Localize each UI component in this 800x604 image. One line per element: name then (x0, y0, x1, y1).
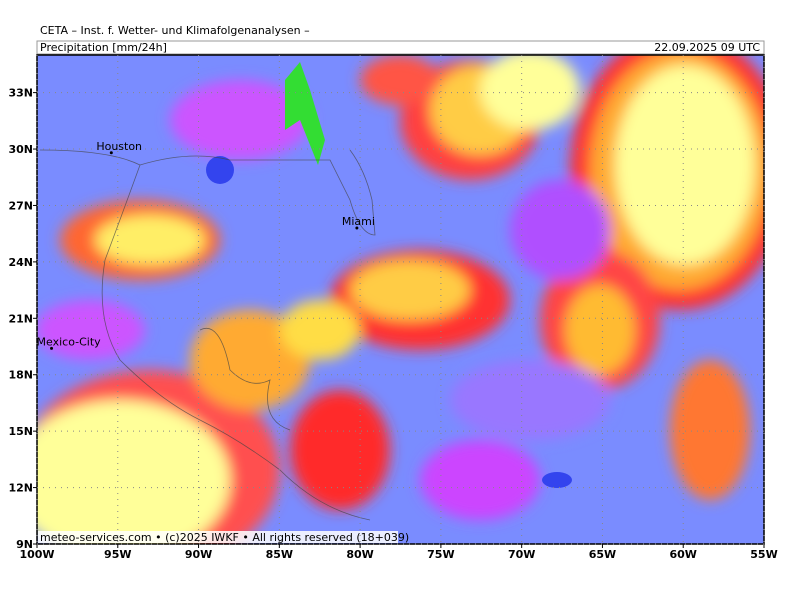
lon-tick-label: 60W (669, 548, 696, 561)
product-title: Precipitation [mm/24h] (40, 41, 167, 54)
map-frame (36, 54, 765, 545)
lat-tick-label: 21N (8, 312, 33, 325)
green-patch (285, 62, 325, 165)
lat-tick-label: 30N (8, 143, 33, 156)
footer-bar (38, 531, 398, 543)
lat-tick-label: 24N (8, 256, 33, 269)
city-label: Miami (342, 215, 375, 228)
blue-patch (542, 472, 572, 488)
blue-patch (206, 156, 234, 184)
lon-tick-label: 90W (185, 548, 212, 561)
lon-tick-label: 95W (104, 548, 131, 561)
precipitation-field (37, 55, 764, 544)
coastline (39, 149, 376, 521)
city-label: Houston (96, 140, 142, 153)
lon-tick-label: 75W (427, 548, 454, 561)
lat-tick-label: 15N (8, 425, 33, 438)
lat-tick-label: 27N (8, 199, 33, 212)
lon-tick-label: 65W (589, 548, 616, 561)
institute-title: CETA – Inst. f. Wetter- und Klimafolgena… (40, 24, 310, 37)
lon-tick-label: 85W (266, 548, 293, 561)
lon-tick-label: 100W (19, 548, 54, 561)
lat-tick-label: 12N (8, 482, 33, 495)
city-marker (355, 226, 359, 230)
lat-tick-label: 9N (16, 538, 33, 551)
header-bar (36, 40, 765, 55)
city-marker (50, 346, 54, 350)
lon-tick-label: 55W (750, 548, 777, 561)
lon-tick-label: 80W (346, 548, 373, 561)
city-marker (109, 151, 113, 155)
lon-tick-label: 70W (508, 548, 535, 561)
lat-tick-label: 18N (8, 369, 33, 382)
lat-tick-label: 33N (8, 87, 33, 100)
city-label: Mexico-City (37, 335, 102, 348)
footer-credit: meteo-services.com • (c)2025 IWKF • All … (40, 531, 409, 544)
overlay: 100W 95W 90W 85W 80W 75W 70W 65W 60W 55W 9N 12N 15N 1… (8, 55, 778, 561)
valid-time: 22.09.2025 09 UTC (654, 41, 760, 54)
